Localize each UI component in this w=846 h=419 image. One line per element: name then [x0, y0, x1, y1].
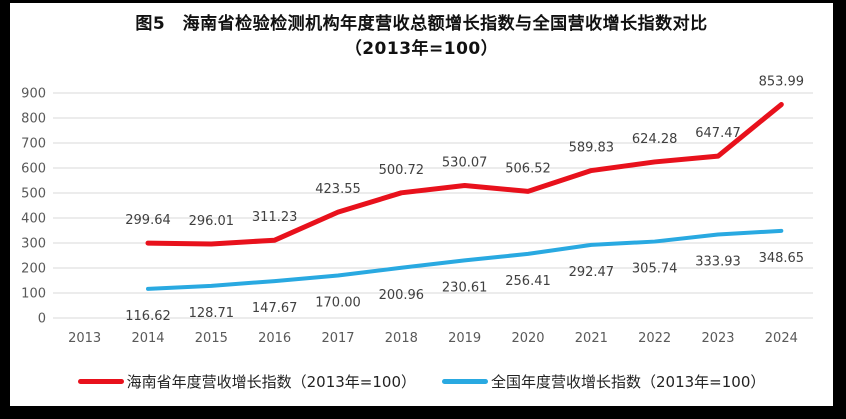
data-label: 299.64	[125, 213, 171, 228]
data-label: 200.96	[379, 288, 425, 303]
data-label: 170.00	[315, 296, 361, 311]
y-tick-label: 800	[21, 112, 46, 127]
chart-title: 图5 海南省检验检测机构年度营收总额增长指数与全国营收增长指数对比 （2013年…	[10, 12, 833, 62]
x-tick-label: 2015	[195, 331, 228, 346]
data-label: 305.74	[632, 262, 678, 277]
data-label: 624.28	[632, 132, 678, 147]
y-tick-label: 500	[21, 187, 46, 202]
x-tick-label: 2017	[321, 331, 354, 346]
x-tick-label: 2023	[701, 331, 734, 346]
data-label: 530.07	[442, 155, 488, 170]
chart-legend: 海南省年度营收增长指数（2013年=100） 全国年度营收增长指数（2013年=…	[10, 371, 833, 392]
y-tick-label: 300	[21, 237, 46, 252]
x-tick-label: 2020	[511, 331, 544, 346]
y-tick-label: 600	[21, 162, 46, 177]
x-tick-label: 2021	[575, 331, 608, 346]
x-tick-label: 2022	[638, 331, 671, 346]
data-label: 256.41	[505, 274, 551, 289]
series-line-0	[145, 102, 784, 247]
data-label: 147.67	[252, 301, 298, 316]
legend-label-national: 全国年度营收增长指数（2013年=100）	[491, 373, 766, 391]
y-tick-label: 100	[21, 287, 46, 302]
data-label: 647.47	[695, 126, 741, 141]
y-tick-label: 200	[21, 262, 46, 277]
legend-label-hainan: 海南省年度营收增长指数（2013年=100）	[126, 373, 416, 391]
x-tick-label: 2016	[258, 331, 291, 346]
data-label: 589.83	[569, 141, 615, 156]
y-tick-label: 900	[21, 87, 46, 102]
x-tick-label: 2013	[68, 331, 101, 346]
data-label: 311.23	[252, 210, 298, 225]
x-tick-label: 2018	[385, 331, 418, 346]
y-tick-label: 700	[21, 137, 46, 152]
data-label: 116.62	[125, 309, 171, 324]
chart-canvas: 0 100 200 300 400 500 600 700 800 900 2013 2014 2015…	[10, 3, 833, 406]
data-label: 423.55	[315, 182, 361, 197]
legend-item-hainan: 海南省年度营收增长指数（2013年=100）	[77, 371, 416, 392]
y-tick-label: 400	[21, 212, 46, 227]
data-label: 128.71	[189, 306, 235, 321]
data-label: 296.01	[189, 214, 235, 229]
legend-swatch-hainan-line	[77, 379, 124, 384]
chart-title-line1: 图5 海南省检验检测机构年度营收总额增长指数与全国营收增长指数对比	[135, 14, 708, 34]
data-label: 230.61	[442, 280, 488, 295]
chart-title-line2: （2013年=100）	[344, 39, 499, 59]
data-label: 333.93	[695, 255, 741, 270]
y-tick-label: 0	[38, 312, 46, 327]
x-tick-label: 2014	[131, 331, 164, 346]
series-line-1	[146, 228, 784, 291]
data-label: 853.99	[759, 75, 805, 90]
legend-swatch-national-line	[442, 379, 488, 384]
data-label: 500.72	[379, 163, 425, 178]
x-tick-label: 2019	[448, 331, 481, 346]
legend-item-national: 全国年度营收增长指数（2013年=100）	[442, 371, 765, 392]
line-chart: 0 100 200 300 400 500 600 700 800 900 2013 2014 2015…	[21, 75, 813, 346]
data-label: 506.52	[505, 161, 551, 176]
data-label: 348.65	[759, 251, 805, 266]
data-label: 292.47	[569, 265, 615, 280]
x-tick-label: 2024	[765, 331, 798, 346]
